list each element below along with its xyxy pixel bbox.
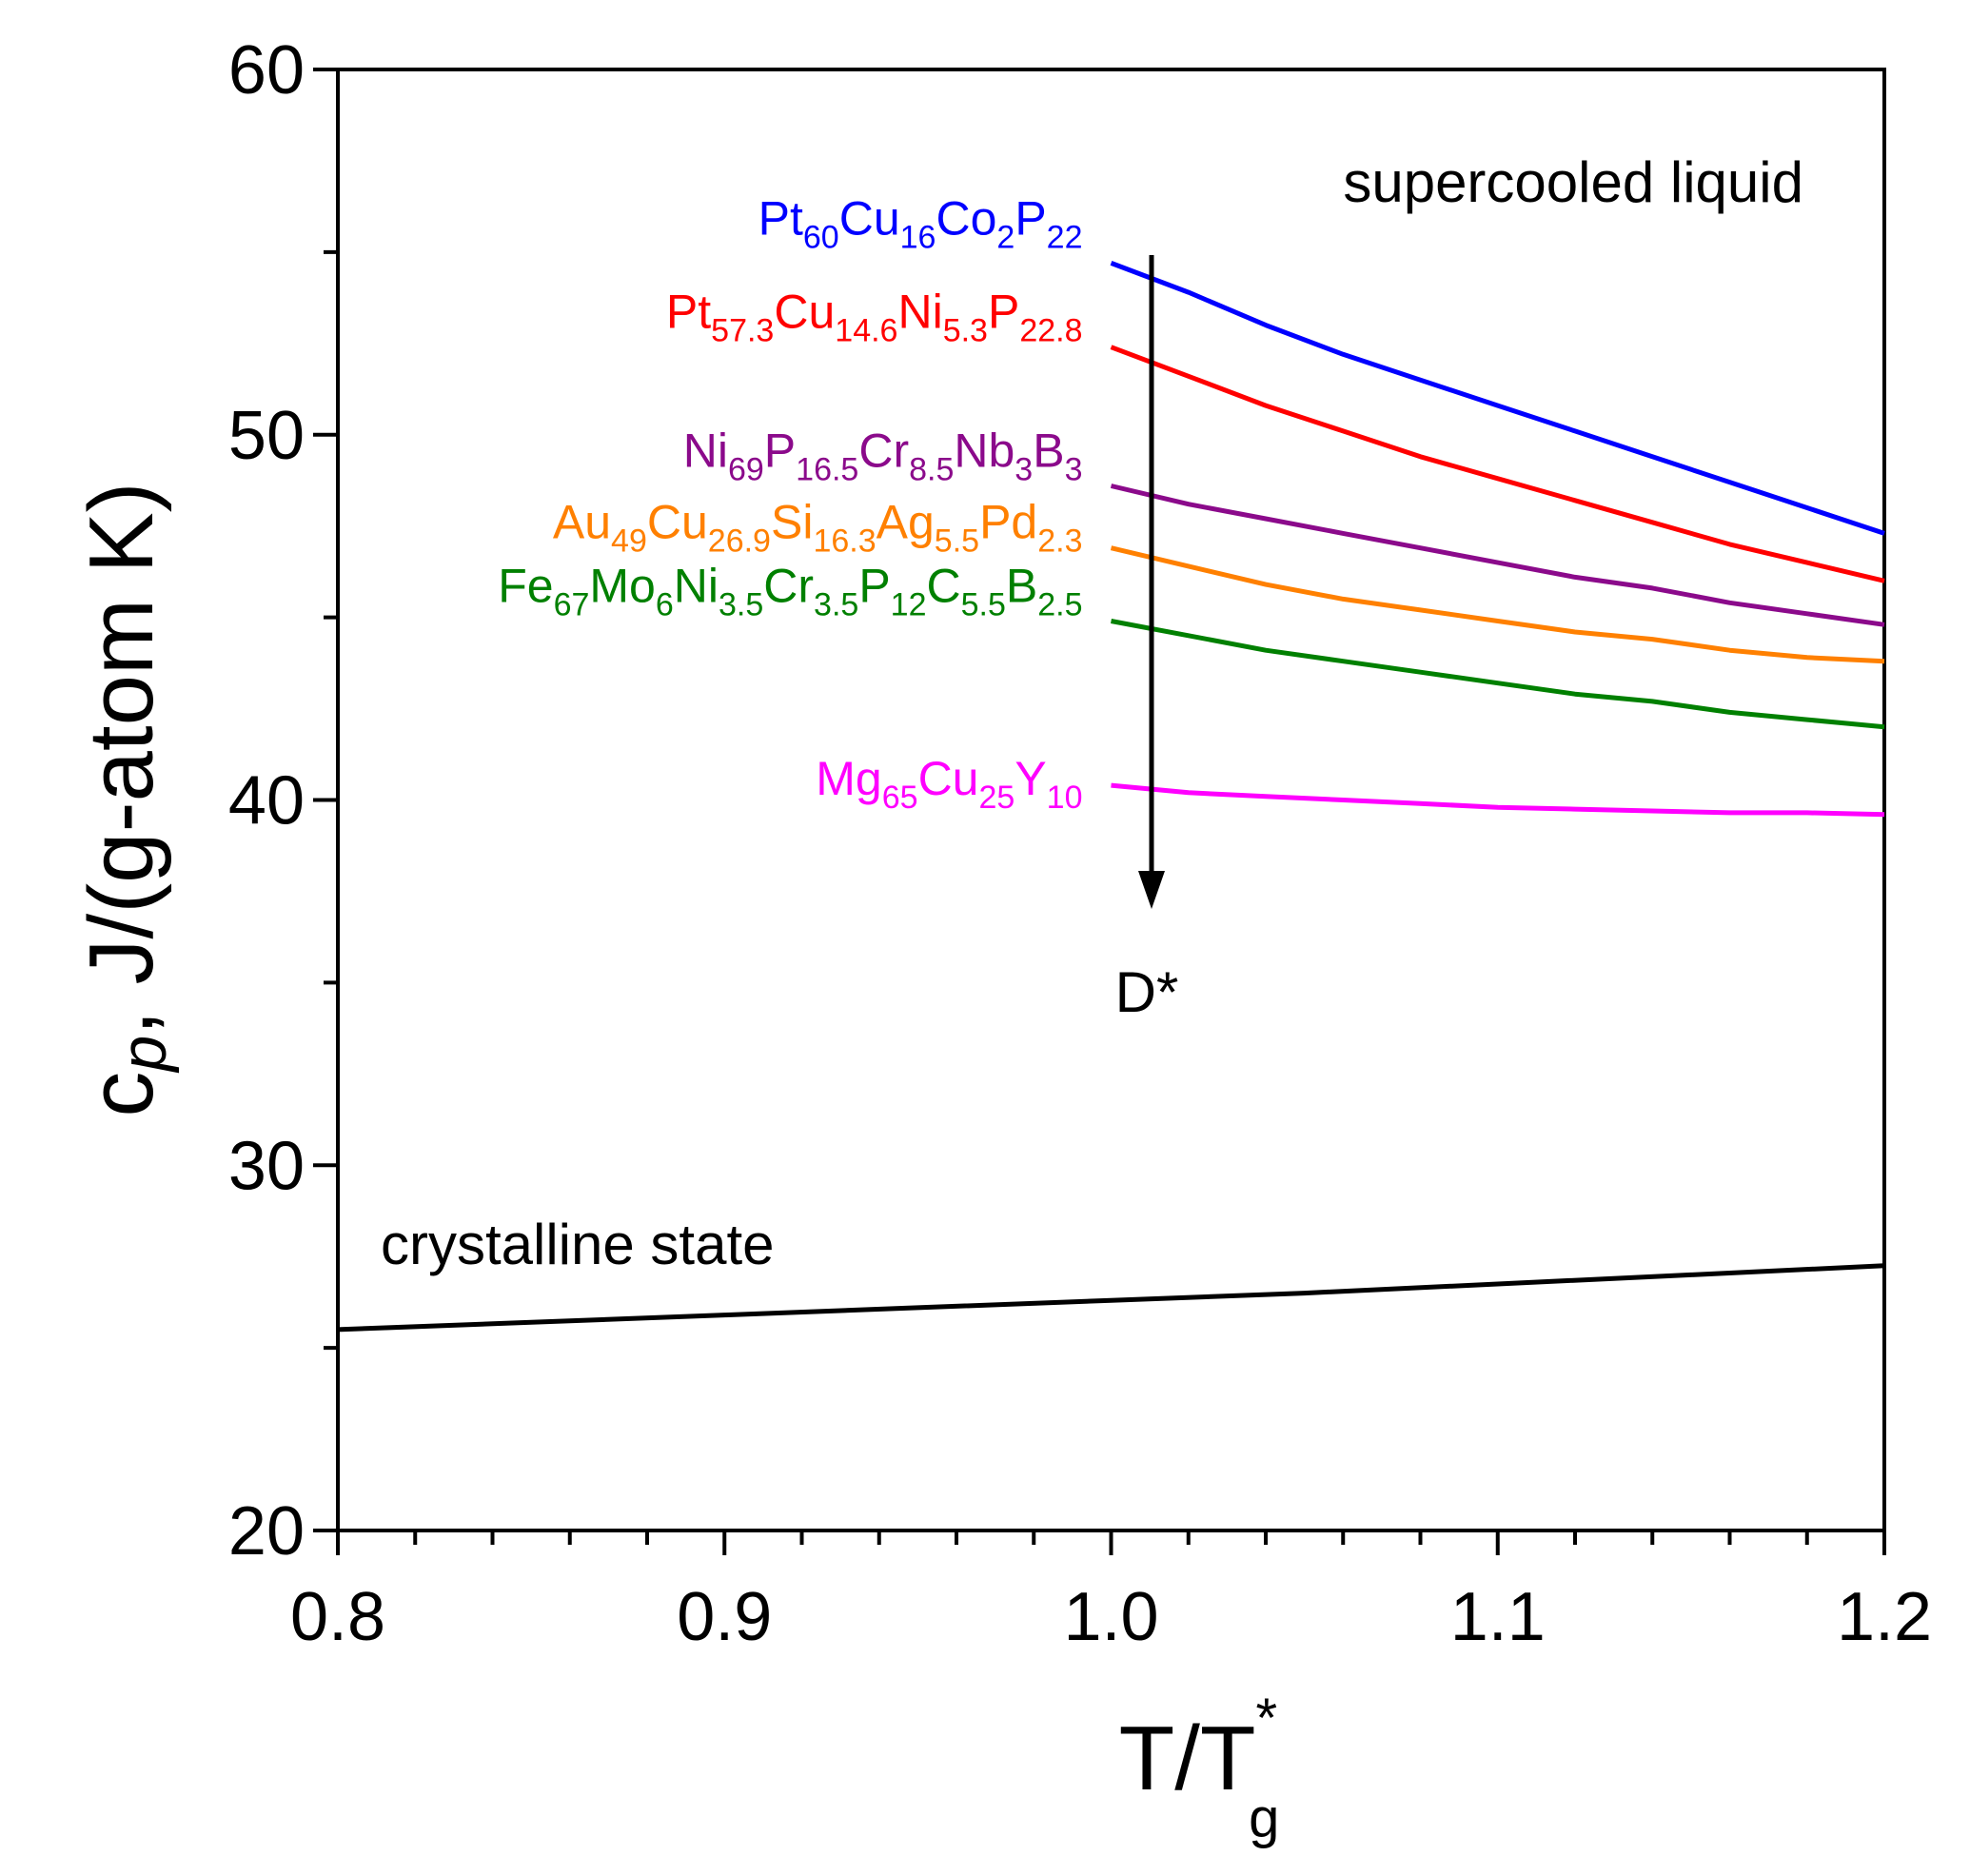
data-series — [337, 261, 1885, 1333]
y-tick-label: 60 — [228, 32, 305, 109]
series-line — [1111, 782, 1885, 818]
x-tick-label: 1.0 — [1063, 1579, 1158, 1655]
x-tick-label: 0.9 — [677, 1579, 772, 1655]
series-labels: Pt60Cu16Co2P22 Pt57.3Cu14.6Ni5.3P22.8 Ni69… — [498, 191, 1082, 816]
y-axis-title: cp, J/(g-atom K) — [70, 482, 180, 1116]
x-tick-label: 1.1 — [1450, 1579, 1546, 1655]
series-label: Pt60Cu16Co2P22 — [758, 191, 1083, 255]
series-label: Au49Cu26.9Si16.3Ag5.5Pd2.3 — [553, 496, 1083, 560]
y-tick-label: 30 — [228, 1128, 305, 1204]
crystalline-state-label: crystalline state — [381, 1213, 775, 1276]
series-line — [1110, 484, 1885, 627]
series-line — [1111, 619, 1885, 730]
series-line — [1110, 545, 1885, 664]
series-label: Fe67Mo6Ni3.5Cr3.5P12C5.5B2.5 — [498, 559, 1082, 622]
x-axis-title: T/T* g — [1119, 1688, 1280, 1849]
plot-frame — [336, 68, 1886, 1532]
series-line — [337, 1263, 1885, 1333]
series-label: Mg65Cu25Y10 — [816, 752, 1082, 816]
y-tick-label: 20 — [228, 1493, 305, 1570]
supercooled-liquid-label: supercooled liquid — [1343, 150, 1803, 214]
y-tick-label: 40 — [228, 763, 305, 839]
d-star-label: D* — [1115, 960, 1179, 1024]
d-star-arrow-head — [1138, 871, 1165, 909]
series-line — [1110, 261, 1885, 536]
axis-ticks — [313, 68, 1886, 1555]
series-label: Ni69P16.5Cr8.5Nb3B3 — [683, 424, 1083, 487]
series-label: Pt57.3Cu14.6Ni5.3P22.8 — [666, 286, 1083, 349]
x-tick-label: 1.2 — [1837, 1579, 1932, 1655]
axis-tick-labels: 0.8 0.9 1.0 1.1 1.2 20 30 40 50 60 — [228, 32, 1932, 1655]
x-tick-label: 0.8 — [290, 1579, 385, 1655]
y-tick-label: 50 — [228, 398, 305, 474]
series-line — [1110, 345, 1885, 583]
